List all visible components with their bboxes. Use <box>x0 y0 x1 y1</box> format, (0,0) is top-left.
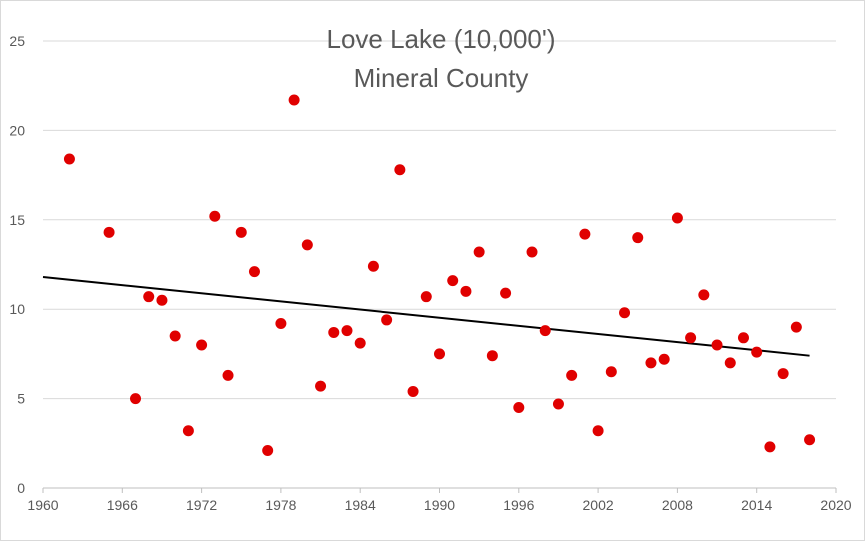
x-tick-label: 1978 <box>265 497 296 513</box>
y-tick-label: 20 <box>9 122 25 138</box>
data-point-1979 <box>288 94 300 106</box>
data-point-2000 <box>566 369 578 381</box>
data-point-1996 <box>513 402 525 414</box>
data-point-2007 <box>658 353 670 365</box>
y-tick-label: 5 <box>17 391 25 407</box>
data-point-1993 <box>473 246 485 258</box>
x-tick-label: 1984 <box>345 497 376 513</box>
trendline <box>42 276 810 357</box>
data-point-1971 <box>182 425 194 437</box>
data-point-2012 <box>724 357 736 369</box>
data-point-2005 <box>632 232 644 244</box>
data-point-1978 <box>275 318 287 330</box>
data-point-1994 <box>486 350 498 362</box>
data-point-1980 <box>301 239 313 251</box>
data-points <box>63 94 816 456</box>
x-tick-label: 1960 <box>27 497 58 513</box>
data-point-1987 <box>394 164 406 176</box>
data-point-1962 <box>63 153 75 165</box>
data-point-1965 <box>103 226 115 238</box>
data-point-1986 <box>381 314 393 326</box>
data-point-1997 <box>526 246 538 258</box>
data-point-1968 <box>143 291 155 303</box>
data-point-2002 <box>592 425 604 437</box>
x-tick-label: 2002 <box>583 497 614 513</box>
x-tick-label: 1996 <box>503 497 534 513</box>
data-point-1973 <box>209 210 221 222</box>
data-point-1972 <box>196 339 208 351</box>
x-tick-label: 1990 <box>424 497 455 513</box>
y-tick-label: 25 <box>9 33 25 49</box>
chart-subtitle: Mineral County <box>354 63 529 93</box>
data-point-2018 <box>804 434 816 446</box>
data-point-1998 <box>539 325 551 337</box>
data-point-2009 <box>685 332 697 344</box>
data-point-2017 <box>790 321 802 333</box>
x-tick-label: 1972 <box>186 497 217 513</box>
data-point-1995 <box>500 287 512 299</box>
data-point-2015 <box>764 441 776 453</box>
data-point-2006 <box>645 357 657 369</box>
data-point-1970 <box>169 330 181 342</box>
x-tick-label: 2020 <box>820 497 851 513</box>
data-point-2011 <box>711 339 723 351</box>
data-point-1982 <box>328 326 340 338</box>
x-tick-label: 1966 <box>107 497 138 513</box>
chart-title: Love Lake (10,000') <box>326 24 555 54</box>
data-point-2008 <box>671 212 683 224</box>
data-point-1975 <box>235 226 247 238</box>
y-axis-ticks: 0 5 10 15 20 25 <box>9 33 25 496</box>
data-point-2001 <box>579 228 591 240</box>
data-point-1985 <box>367 260 379 272</box>
data-point-1974 <box>222 369 234 381</box>
y-tick-label: 0 <box>17 480 25 496</box>
data-point-1983 <box>341 325 353 337</box>
data-point-1999 <box>552 398 564 410</box>
data-point-1967 <box>130 393 142 405</box>
data-point-1991 <box>447 275 459 287</box>
data-point-1989 <box>420 291 432 303</box>
data-point-1988 <box>407 385 419 397</box>
data-point-2014 <box>751 346 763 358</box>
y-tick-label: 15 <box>9 212 25 228</box>
x-axis-ticks: 1960 1966 1972 1978 1984 1990 1996 2002 2008 2014… <box>27 488 852 513</box>
data-point-2010 <box>698 289 710 301</box>
data-point-1969 <box>156 294 168 306</box>
data-point-1984 <box>354 337 366 349</box>
data-point-2004 <box>619 307 631 319</box>
data-point-1977 <box>262 444 274 456</box>
data-point-1976 <box>248 266 260 278</box>
data-point-2003 <box>605 366 617 378</box>
x-tick-label: 2008 <box>662 497 693 513</box>
data-point-1992 <box>460 285 472 297</box>
data-point-1981 <box>315 380 327 392</box>
gridlines <box>43 40 836 400</box>
data-point-1990 <box>434 348 445 360</box>
data-point-2013 <box>737 332 749 344</box>
y-tick-label: 10 <box>9 301 25 317</box>
x-tick-label: 2014 <box>741 497 772 513</box>
data-point-2016 <box>777 368 789 380</box>
